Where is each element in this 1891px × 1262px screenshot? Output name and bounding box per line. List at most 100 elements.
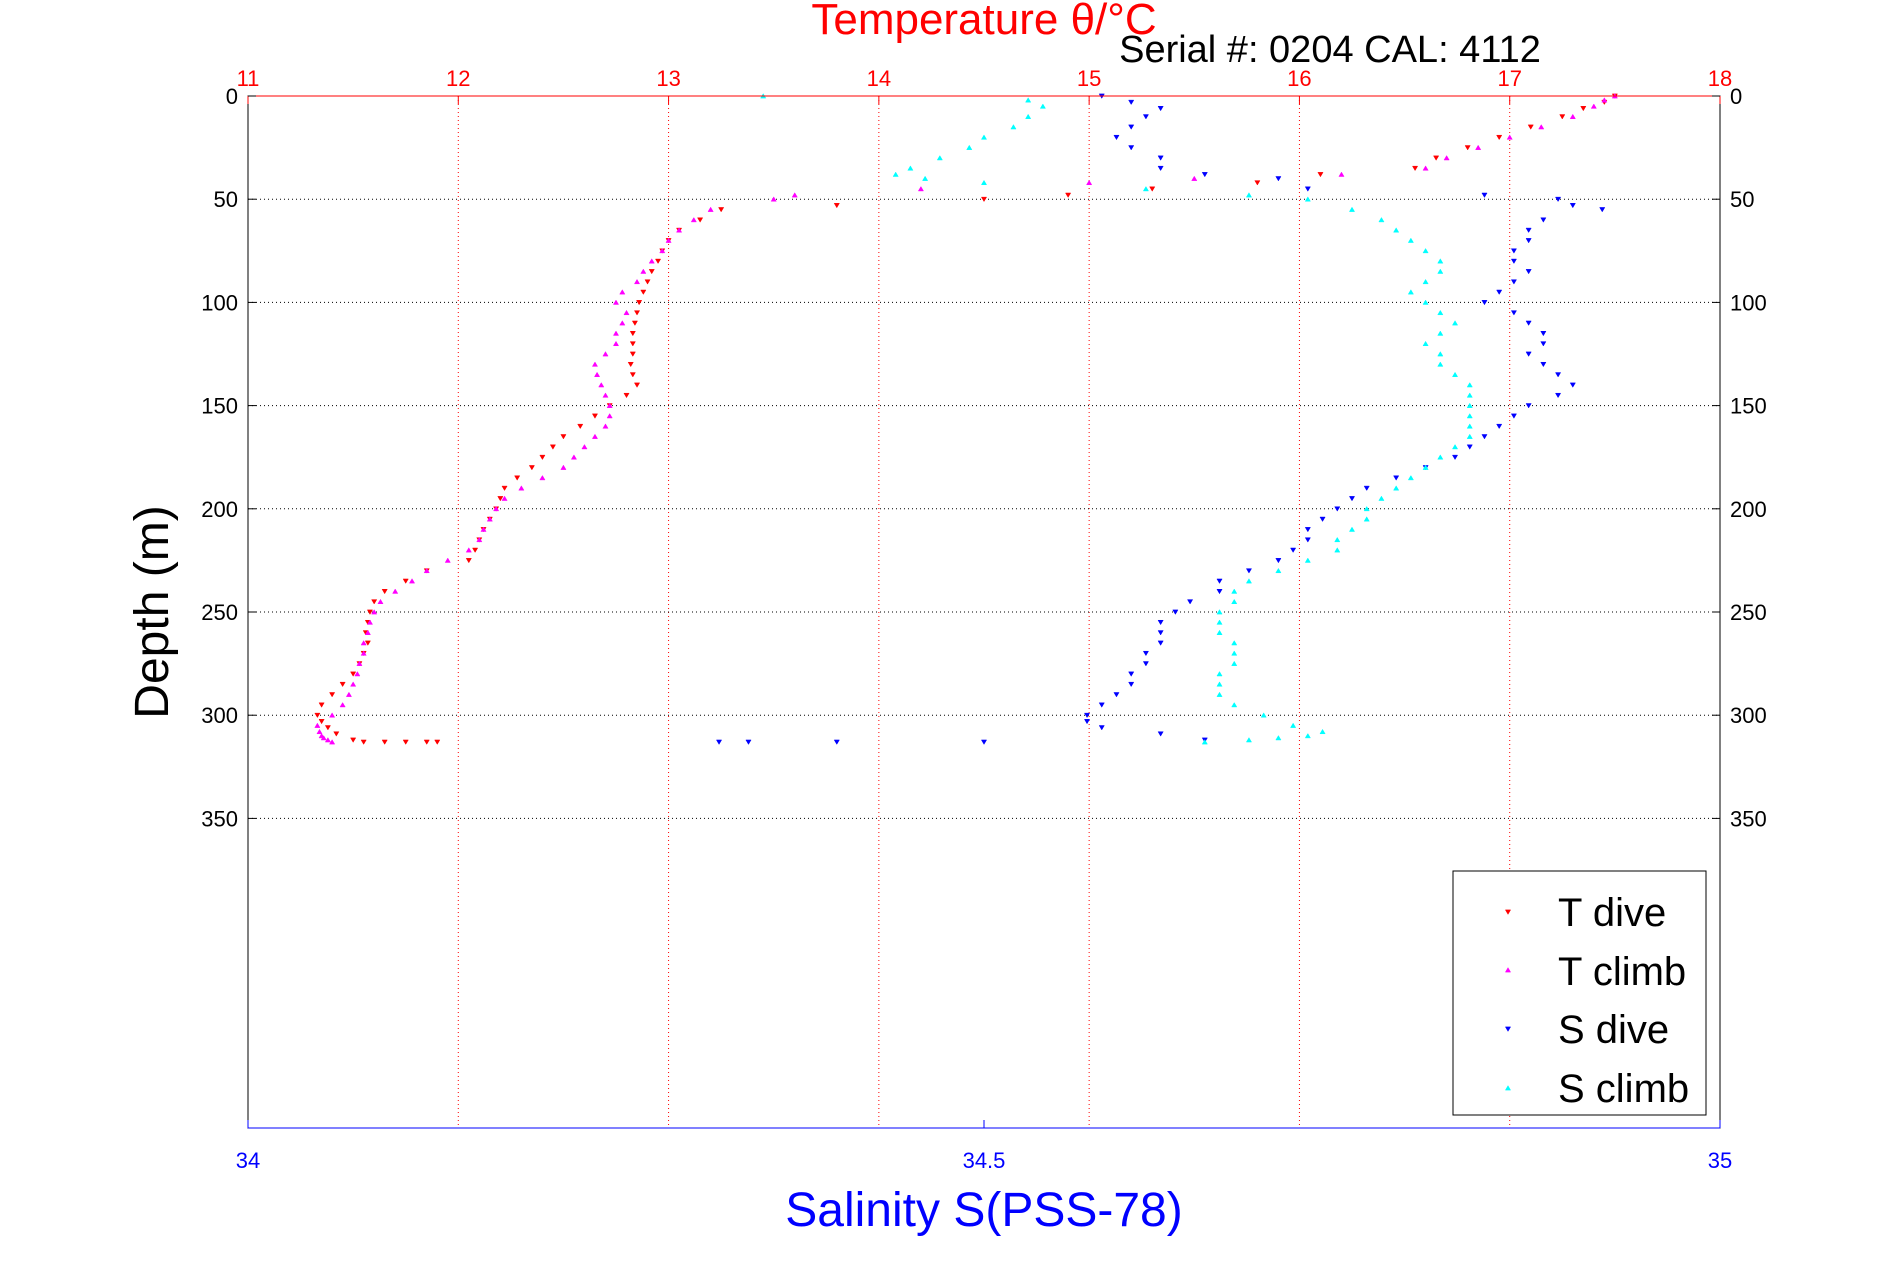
point-s-climb [1304, 557, 1311, 563]
point-t-climb [619, 289, 626, 295]
point-t-dive [629, 331, 636, 337]
point-s-dive [1555, 372, 1562, 378]
point-t-dive [434, 739, 441, 745]
point-s-climb [1378, 495, 1385, 501]
point-t-climb [1422, 165, 1429, 171]
point-s-climb [936, 155, 943, 161]
point-s-dive [1525, 238, 1532, 244]
point-t-climb [606, 413, 613, 419]
point-t-climb [1475, 144, 1482, 150]
point-t-dive [577, 423, 584, 430]
legend-markers [1504, 909, 1512, 1091]
point-t-dive [1254, 180, 1261, 186]
point-s-dive [1525, 269, 1532, 275]
point-s-dive [745, 739, 752, 745]
depth-tick-label: 50 [214, 187, 238, 212]
point-s-dive [1466, 444, 1473, 450]
point-t-dive [333, 731, 340, 737]
point-s-climb [1275, 735, 1282, 741]
point-t-dive [366, 609, 374, 615]
x-axis-label: Salinity S(PSS-78) [785, 1184, 1182, 1237]
point-t-climb [360, 650, 367, 656]
point-s-dive [1540, 361, 1547, 368]
point-t-dive [980, 196, 988, 203]
point-s-dive [1496, 289, 1503, 295]
point-t-dive [718, 207, 725, 213]
point-s-climb [1452, 371, 1459, 377]
point-t-climb [371, 609, 378, 615]
point-s-climb [1260, 712, 1267, 718]
point-s-dive [1128, 681, 1135, 688]
point-t-dive [350, 671, 357, 677]
point-t-dive [629, 351, 636, 357]
point-t-climb [444, 557, 451, 563]
point-s-climb [1231, 640, 1238, 646]
legend-marker-t-dive [1504, 909, 1512, 915]
point-s-climb [1407, 289, 1414, 295]
point-s-dive [1275, 176, 1282, 182]
point-s-climb [907, 165, 914, 171]
point-s-dive [1304, 186, 1311, 192]
point-t-climb [619, 320, 626, 326]
point-s-dive [1304, 537, 1311, 543]
temperature-tick-label: 17 [1497, 66, 1521, 91]
point-s-climb [1437, 454, 1444, 460]
point-s-climb [1216, 691, 1223, 697]
depth-tick-label: 300 [201, 703, 238, 728]
point-t-climb [1590, 103, 1597, 109]
point-t-climb [917, 186, 924, 192]
point-t-climb [493, 505, 500, 512]
point-t-climb [324, 737, 331, 743]
point-t-climb [791, 192, 798, 198]
point-t-climb [350, 681, 357, 687]
point-t-dive [633, 382, 641, 388]
point-t-dive [697, 217, 704, 223]
point-s-dive [1319, 516, 1326, 522]
point-t-climb [345, 691, 352, 697]
point-t-climb [612, 330, 620, 336]
point-t-climb [318, 733, 325, 739]
point-t-dive [318, 702, 325, 708]
point-t-climb [612, 299, 620, 305]
point-s-dive [1569, 203, 1576, 209]
point-s-dive [1216, 578, 1223, 584]
point-s-dive [1142, 114, 1149, 120]
point-t-climb [356, 660, 363, 666]
point-t-dive [1065, 192, 1072, 198]
point-s-climb [980, 134, 988, 140]
point-s-climb [1466, 423, 1473, 429]
point-t-dive [1412, 165, 1419, 172]
point-t-climb [648, 258, 655, 264]
point-t-dive [560, 434, 567, 440]
point-t-dive [314, 712, 321, 719]
point-t-climb [1601, 97, 1608, 103]
temperature-tick-label: 18 [1708, 66, 1732, 91]
point-s-dive [1157, 630, 1164, 636]
point-s-dive [1275, 558, 1282, 564]
point-t-climb [364, 629, 371, 635]
point-t-climb [377, 598, 384, 605]
point-s-dive [1555, 196, 1562, 203]
point-s-climb [966, 144, 973, 150]
legend-label-s-dive: S dive [1558, 1008, 1669, 1052]
point-s-dive [1348, 496, 1356, 502]
point-s-climb [1231, 598, 1238, 605]
point-t-climb [602, 423, 609, 429]
point-t-climb [633, 278, 641, 285]
point-s-climb [1216, 609, 1223, 615]
point-s-climb [1437, 330, 1444, 336]
point-s-climb [1025, 97, 1032, 103]
point-s-dive [1142, 650, 1149, 657]
point-t-dive [371, 599, 378, 605]
point-s-dive [1216, 589, 1223, 595]
point-s-dive [1569, 382, 1576, 388]
depth-tick-label: 200 [201, 497, 238, 522]
point-s-dive [1540, 331, 1547, 337]
point-t-dive [360, 739, 367, 745]
point-t-climb [665, 237, 672, 243]
point-t-climb [339, 702, 346, 708]
point-s-climb [1407, 237, 1414, 243]
point-t-dive [364, 640, 371, 646]
point-s-dive [980, 739, 988, 745]
